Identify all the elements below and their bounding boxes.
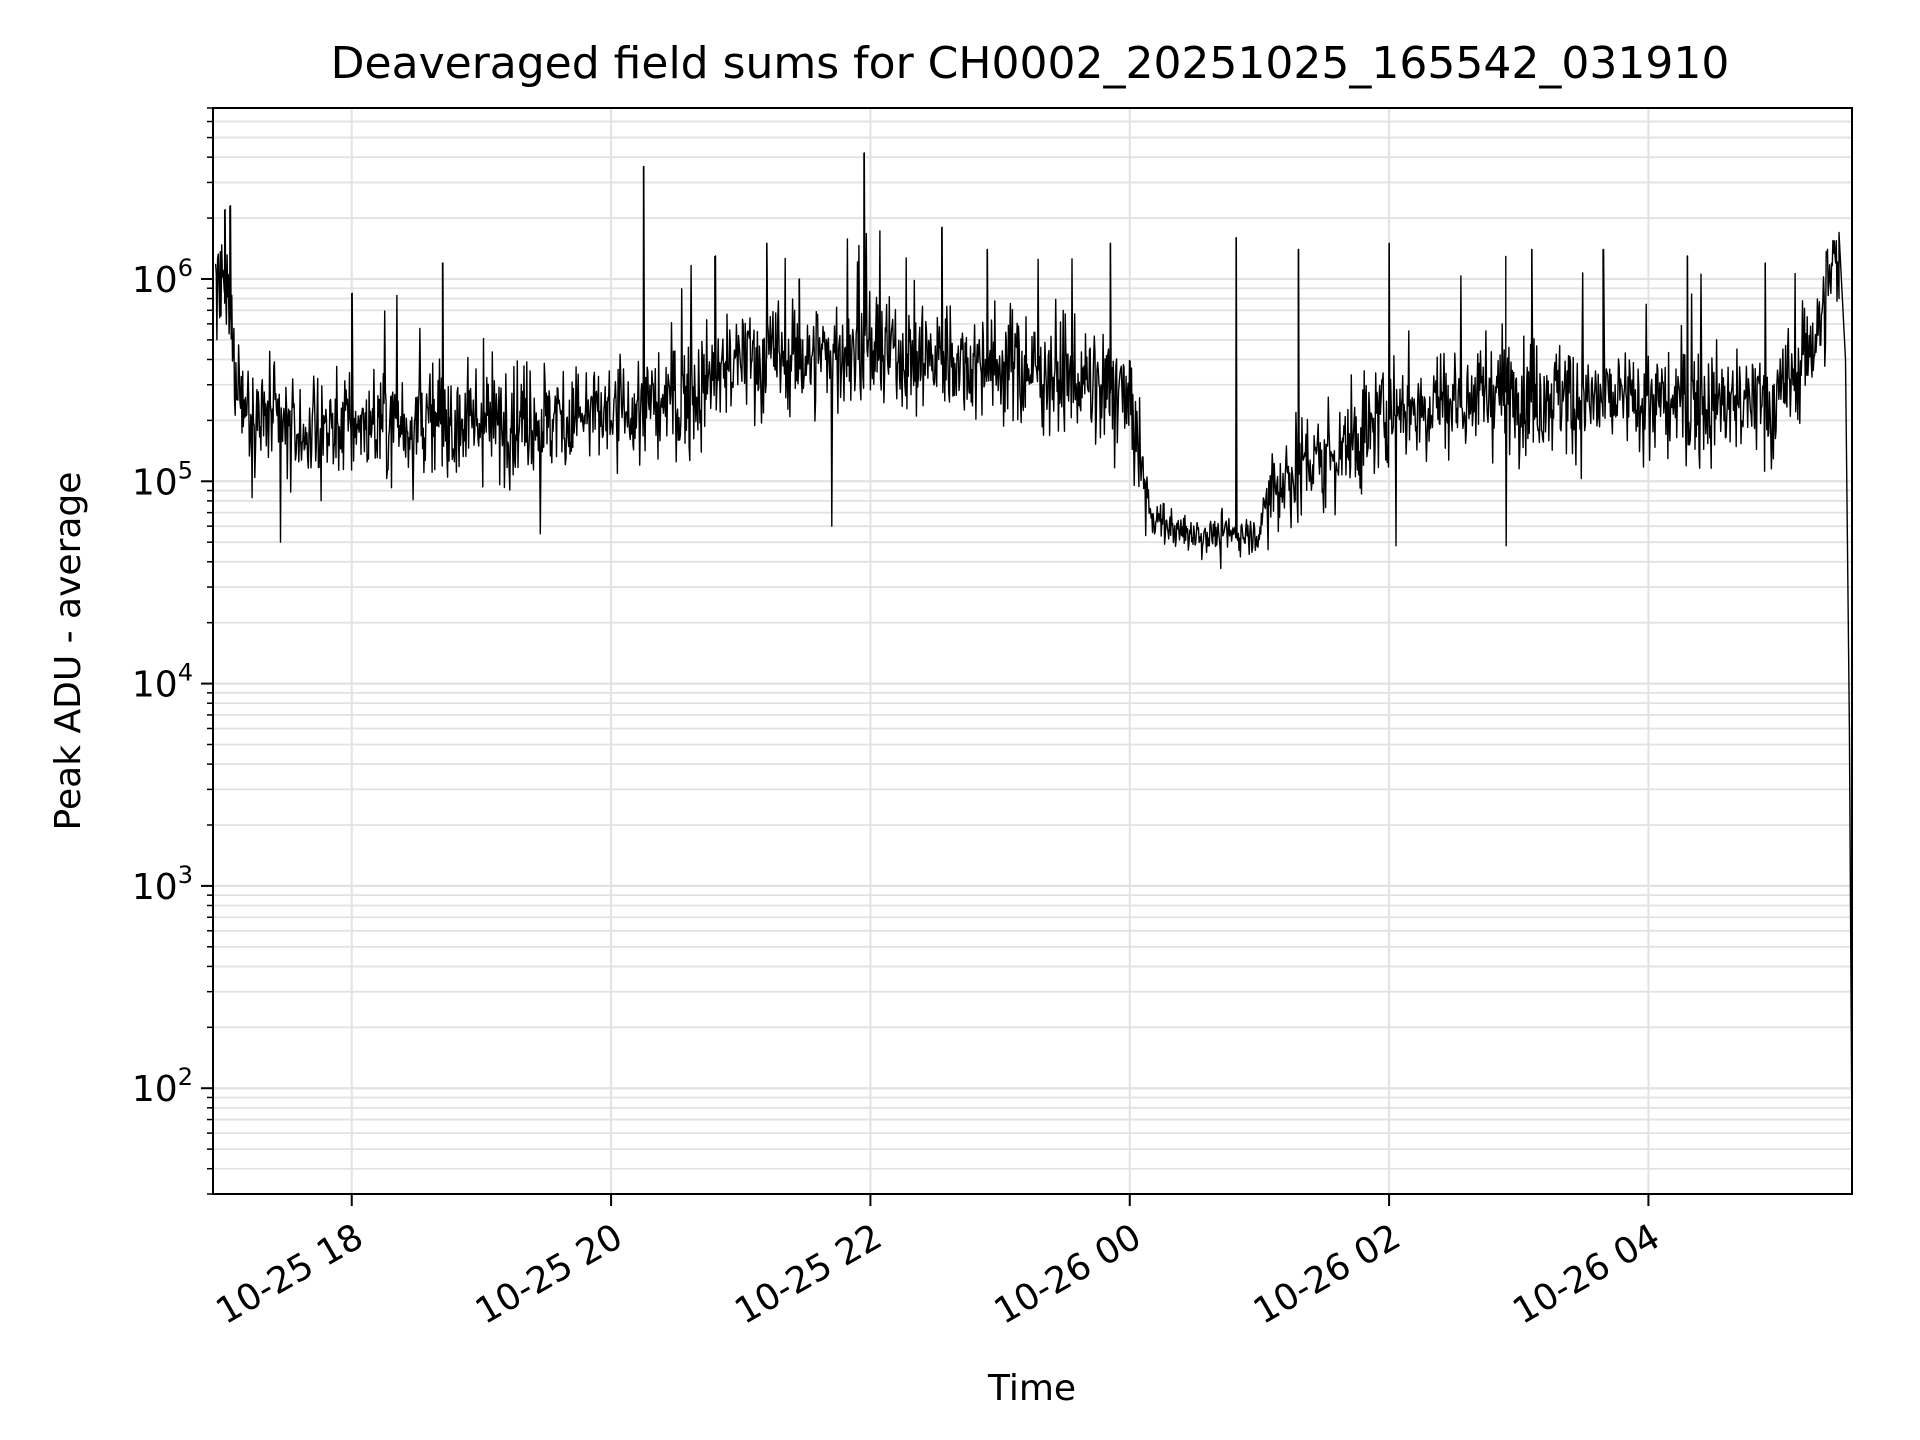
y-tick-base: 10	[132, 1069, 178, 1110]
series-line-peak-adu	[214, 152, 1853, 1150]
y-tick-label: 106	[132, 254, 193, 301]
y-tick-label: 105	[132, 456, 193, 503]
grid-lines	[213, 107, 1852, 1195]
series-group	[214, 152, 1853, 1150]
y-tick-exponent: 5	[178, 456, 193, 484]
y-axis-label: Peak ADU - average	[48, 472, 89, 831]
chart-title: Deaveraged field sums for CH0002_2025102…	[331, 38, 1730, 89]
y-tick-exponent: 6	[178, 254, 193, 282]
x-axis-label: Time	[987, 1368, 1076, 1409]
y-tick-base: 10	[132, 462, 178, 503]
y-tick-label: 103	[132, 861, 193, 908]
y-tick-base: 10	[132, 260, 178, 301]
plot-area-frame	[212, 107, 1853, 1195]
y-tick-exponent: 2	[178, 1063, 193, 1091]
y-tick-label: 102	[132, 1063, 193, 1110]
y-tick-base: 10	[132, 867, 178, 908]
y-tick-exponent: 3	[178, 861, 193, 889]
y-tick-base: 10	[132, 665, 178, 706]
y-tick-label: 104	[132, 659, 193, 706]
y-tick-exponent: 4	[178, 659, 193, 687]
